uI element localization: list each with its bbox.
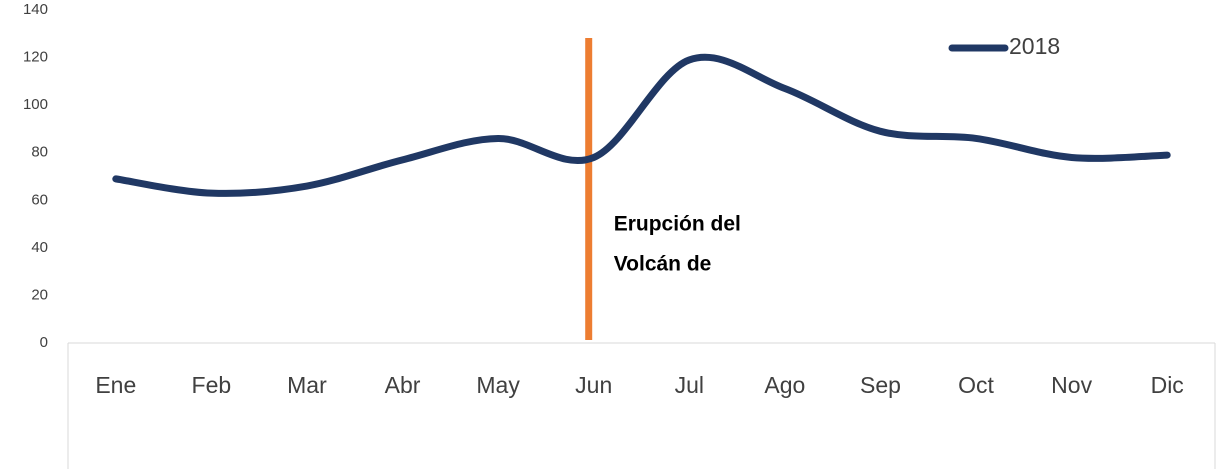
y-tick-label: 80 [31, 144, 48, 161]
y-tick-label: 40 [31, 239, 48, 256]
x-tick-label: Oct [958, 372, 994, 398]
x-tick-label: Feb [192, 372, 232, 398]
y-tick-label: 0 [40, 334, 48, 351]
y-tick-label: 120 [23, 49, 48, 66]
series-line [112, 53, 1171, 197]
x-tick-label: Abr [385, 372, 421, 398]
x-tick-label: Mar [287, 372, 327, 398]
x-tick-label: Dic [1151, 372, 1184, 398]
annotation-text: Volcán de [614, 253, 712, 276]
x-tick-label: Nov [1051, 372, 1092, 398]
y-tick-label: 20 [31, 286, 48, 303]
annotation-text: Erupción del [614, 213, 741, 236]
x-tick-label: May [476, 372, 520, 398]
x-tick-label: Jul [675, 372, 704, 398]
legend-label: 2018 [1009, 33, 1060, 59]
x-tick-label: Ene [95, 372, 136, 398]
x-tick-label: Jun [575, 372, 612, 398]
y-tick-label: 100 [23, 96, 48, 113]
x-tick-label: Sep [860, 372, 901, 398]
y-tick-label: 60 [31, 191, 48, 208]
y-tick-label: 140 [23, 1, 48, 18]
x-tick-label: Ago [764, 372, 805, 398]
